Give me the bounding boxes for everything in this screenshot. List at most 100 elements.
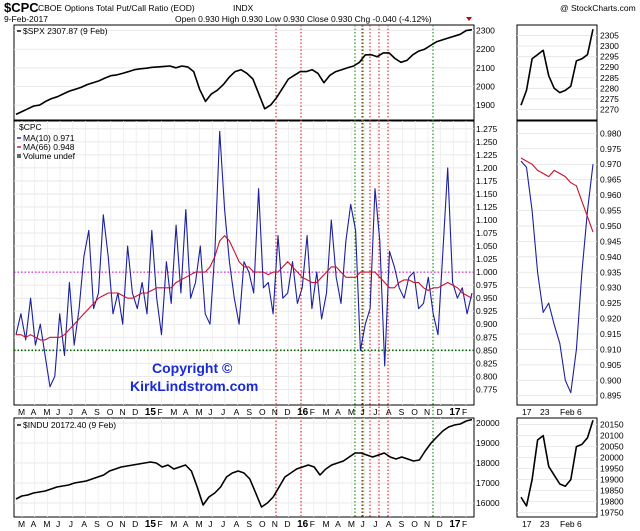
xtick-label: O [259,407,266,417]
xtick-label: M [43,519,50,529]
volume-legend: Volume undef [23,151,76,161]
xtick-label: 16 [297,407,309,418]
xtick-label: M [43,407,50,417]
xtick-label: D [437,519,443,529]
indu-zoom-panel [516,417,598,518]
cpc_zoom-ytick-label: 0.965 [600,175,622,185]
indu_zoom-ytick-label: 19850 [600,486,624,496]
indu-legend: $INDU 20172.40 (9 Feb) [23,420,116,430]
indu-ytick-label: 17000 [476,478,500,488]
spx-ytick-label: 2100 [476,63,495,73]
xtick-label: A [81,519,87,529]
xtick-label: O [107,519,114,529]
cpc_zoom-ytick-label: 0.900 [600,375,622,385]
cpc-ytick-label: 0.975 [476,280,498,290]
spx-ytick-label: 2300 [476,26,495,36]
cpc_zoom-ytick-label: 0.940 [600,252,622,262]
xtick-label: D [132,519,138,529]
quote-line: Open 0.930 High 0.930 Low 0.930 Close 0.… [175,14,432,24]
cpc-ytick-label: 0.950 [476,293,498,303]
xtick-label: F [462,407,467,417]
spx_zoom-ytick-label: 2280 [600,83,619,93]
zoom-xtick-label: 17 [522,519,532,529]
xtick-label: F [158,519,163,529]
cpc-ma10-line [15,130,473,388]
xtick-label: J [221,407,225,417]
xtick-label: N [272,407,278,417]
xtick-label: A [81,407,87,417]
xtick-label: J [208,407,212,417]
xtick-label: N [424,519,430,529]
cpc-ytick-label: 1.000 [476,267,498,277]
cpc-ytick-label: 0.775 [476,384,498,394]
cpc-ytick-label: 1.125 [476,202,498,212]
cpc-ytick-label: 0.875 [476,332,498,342]
indu-ytick-label: 18000 [476,458,500,468]
series-lines [15,28,594,508]
xtick-label: N [119,407,125,417]
cpc_zoom-ytick-label: 0.975 [600,144,622,154]
chart-name: CBOE Options Total Put/Call Ratio (EOD) [38,3,195,13]
spx_zoom-ytick-label: 2295 [600,52,619,62]
xtick-label: M [18,519,25,529]
zoom-xtick-label: Feb [560,407,575,417]
xtick-label: D [437,407,443,417]
xtick-label: J [361,407,365,417]
spx_zoom-ytick-label: 2305 [600,31,619,41]
cpc-ytick-label: 1.225 [476,150,498,160]
zoom-xtick-label: 23 [540,519,550,529]
cpc-zoom-panel [516,120,598,406]
cpc-ytick-label: 0.900 [476,319,498,329]
xtick-label: O [259,519,266,529]
spx-legend: $SPX 2307.87 (9 Feb) [23,26,108,36]
cpc-ytick-label: 1.250 [476,137,498,147]
cpc-ytick-label: 0.850 [476,345,498,355]
xtick-label: D [284,407,290,417]
cpc-ytick-label: 1.075 [476,228,498,238]
down-triangle-icon [466,17,472,21]
gridlines [14,30,597,517]
indu_zoom-ytick-label: 20100 [600,431,624,441]
cpc_zoom-ytick-label: 0.910 [600,344,622,354]
zoom-xtick-label: 17 [522,407,532,417]
xtick-label: 17 [449,519,461,530]
xtick-label: J [69,407,73,417]
xtick-label: F [310,519,315,529]
zoom-xtick-label: 23 [540,407,550,417]
copyright-line1: Copyright © [152,360,233,376]
xtick-label: J [56,519,60,529]
xtick-label: A [234,519,240,529]
xtick-label: D [132,407,138,417]
cpc-zoom-ma10-line [520,160,594,394]
xtick-label: 16 [297,519,309,530]
spx_zoom-ytick-label: 2270 [600,104,619,114]
xtick-label: A [386,519,392,529]
xtick-label: M [348,407,355,417]
indu-ytick-label: 19000 [476,438,500,448]
xtick-label: 15 [145,407,157,418]
spx-ytick-label: 2200 [476,44,495,54]
xtick-label: M [322,407,329,417]
xtick-label: J [69,519,73,529]
xtick-label: M [18,407,25,417]
xtick-label: A [234,407,240,417]
xtick-label: S [94,407,100,417]
cpc-ytick-label: 0.825 [476,358,498,368]
xtick-label: 15 [145,519,157,530]
indu-panel [13,417,475,518]
cpc_zoom-ytick-label: 0.960 [600,190,622,200]
cpc-zoom-ma66-line [520,157,594,233]
ma66-legend: MA(66) 0.948 [23,142,75,152]
cpc-ytick-label: 0.925 [476,306,498,316]
cpc-ytick-label: 1.100 [476,215,498,225]
indu_zoom-ytick-label: 19950 [600,464,624,474]
xtick-label: J [221,519,225,529]
xtick-label: J [56,407,60,417]
zoom-xtick-label: 6 [577,519,582,529]
indu_zoom-ytick-label: 20000 [600,453,624,463]
xtick-label: M [348,519,355,529]
ma10-legend: MA(10) 0.971 [23,133,75,143]
cpc-ytick-label: 0.800 [476,371,498,381]
xtick-label: D [284,519,290,529]
